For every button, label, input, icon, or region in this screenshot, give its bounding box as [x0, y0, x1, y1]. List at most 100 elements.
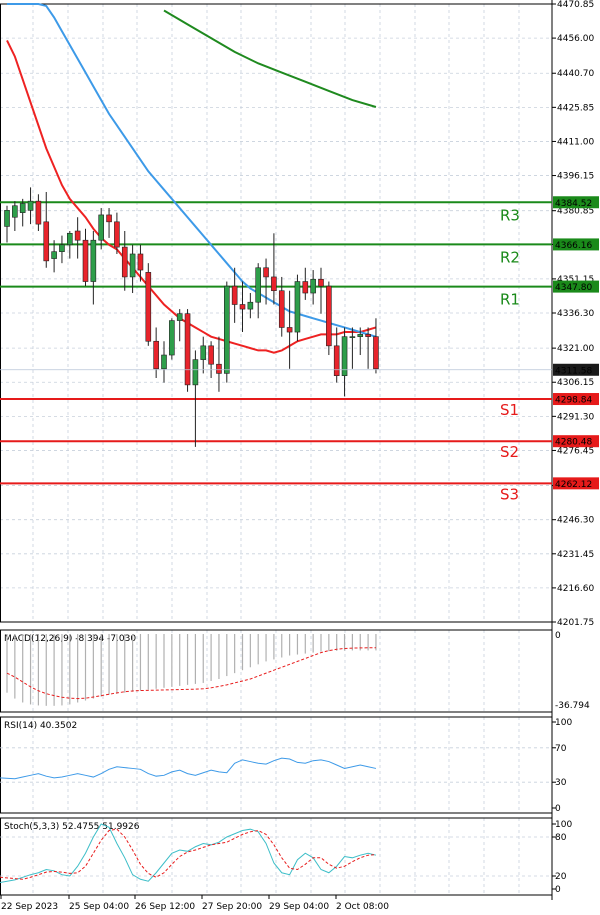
price-tick-label: 4396.15 [557, 172, 594, 182]
level-name-s2: S2 [500, 443, 519, 461]
level-price-label: 4366.16 [555, 241, 592, 251]
ma-green-line [163, 9, 377, 108]
ma-red-line [6, 39, 377, 354]
level-price-box [553, 280, 599, 293]
macd-tick-label: -36.794 [555, 701, 590, 711]
price-tick-label: 4306.15 [557, 378, 594, 388]
candle-body [263, 267, 269, 278]
candle-body [51, 251, 57, 259]
candle-body [208, 345, 214, 365]
candle-body [67, 233, 73, 246]
price-tick-label: 4351.15 [557, 275, 594, 285]
price-tick-label: 4276.45 [557, 446, 594, 456]
level-price-label: 4262.12 [555, 480, 592, 490]
price-tick-label: 4291.30 [557, 412, 594, 422]
candle-body [200, 345, 207, 360]
candle-body [302, 281, 309, 294]
price-tick-label: 4470.85 [557, 0, 594, 10]
stoch-d-line [0, 828, 376, 880]
price-tick-label: 4411.00 [557, 137, 594, 147]
stoch-tick-label: 20 [555, 872, 567, 882]
level-name-s1: S1 [500, 401, 519, 419]
candle-body [114, 221, 120, 248]
candle-body [161, 354, 167, 370]
candle-body [326, 285, 332, 347]
current-price-marker: 4311.58 [0, 363, 599, 376]
price-tick-label: 4456.00 [557, 34, 594, 44]
price-tick-label: 4425.85 [557, 103, 594, 113]
candle-body [278, 290, 285, 328]
rsi-tick-label: 70 [555, 744, 567, 754]
level-price-label: 4347.80 [555, 283, 592, 293]
candle-body [271, 276, 277, 292]
price-tick-label: 4440.70 [557, 69, 594, 79]
price-tick-label: 4321.00 [557, 344, 594, 354]
stoch-tick-label: 80 [555, 833, 567, 843]
macd-signal-line [6, 647, 376, 700]
candle-body [27, 200, 34, 211]
candle-body [318, 278, 324, 287]
candle-body [310, 278, 316, 294]
candle-body [247, 301, 254, 310]
grid [0, 0, 553, 900]
candle-body [231, 285, 238, 305]
candle-body [137, 253, 144, 271]
price-tick-label: 4216.60 [557, 584, 594, 594]
candle-body [365, 334, 371, 337]
candle-body [349, 336, 356, 338]
candle-body [333, 345, 340, 376]
moving-averages [6, 3, 377, 354]
level-price-label: 4298.84 [555, 396, 592, 406]
candle-body [43, 221, 50, 262]
candle-body [19, 203, 26, 213]
rsi-tick-label: 0 [555, 804, 561, 814]
level-price-box [553, 238, 599, 251]
candles [4, 187, 379, 447]
stoch-tick-label: 100 [555, 820, 572, 830]
candle-body [341, 336, 348, 376]
level-name-r3: R3 [500, 206, 520, 224]
candle-body [255, 267, 261, 303]
time-label: 29 Sep 04:00 [269, 902, 329, 912]
candle-body [294, 281, 301, 333]
candle-body [59, 244, 65, 252]
candle-body [82, 239, 89, 282]
candle-body [192, 359, 199, 386]
level-name-r1: R1 [500, 291, 520, 309]
macd-tick-label: 0 [555, 631, 561, 641]
level-price-label: 4280.48 [555, 438, 592, 448]
candle-body [184, 313, 191, 386]
stoch-tick-label: 0 [555, 885, 561, 895]
time-label: 22 Sep 2023 [1, 902, 58, 912]
ma-blue-line [7, 3, 377, 338]
stoch-panel: Stoch(5,3,3) 52.4755 51.9926 100 80 20 0 [0, 820, 572, 895]
level-price-box [553, 393, 599, 406]
candle-body [12, 205, 18, 218]
price-tick-label: 4246.30 [557, 516, 594, 526]
level-price-box [553, 477, 599, 490]
stoch-title: Stoch(5,3,3) 52.4755 51.9926 [4, 822, 140, 832]
level-price-box [553, 435, 599, 448]
price-tick-label: 4336.30 [557, 309, 594, 319]
candle-body [98, 214, 104, 241]
candle-body [286, 327, 293, 333]
candle-body [373, 336, 379, 370]
level-price-box [553, 196, 599, 209]
price-tick-label: 4231.45 [557, 550, 594, 560]
current-price-box [553, 363, 599, 376]
price-tick-label: 4201.75 [557, 618, 594, 628]
current-price-label: 4311.58 [555, 366, 592, 376]
candle-body [153, 340, 159, 370]
candle-body [357, 334, 364, 337]
time-label: 25 Sep 04:00 [69, 902, 129, 912]
candle-body [74, 230, 81, 241]
price-axis: 4470.85 4456.00 4440.70 4425.85 4411.00 4396.… [552, 0, 594, 628]
candle-body [176, 313, 183, 321]
time-label: 27 Sep 20:00 [202, 902, 262, 912]
price-tick-label: 4380.85 [557, 207, 594, 217]
rsi-tick-label: 30 [555, 778, 567, 788]
candle-body [169, 320, 175, 356]
time-axis: 22 Sep 2023 25 Sep 04:00 26 Sep 12:00 27 Se… [0, 895, 389, 912]
